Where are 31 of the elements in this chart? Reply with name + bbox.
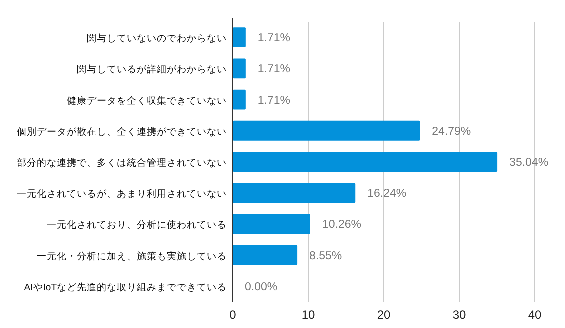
y-tick-label: 関与していないのでわからない [87,32,227,45]
x-tick-label: 30 [452,308,466,322]
bar [233,58,246,79]
y-tick-label: 健康データを全く収集できていない [67,94,227,107]
data-label: 1.71% [258,32,291,45]
y-tick-label: 関与しているが詳細がわからない [77,64,227,76]
data-label: 8.55% [310,250,342,262]
data-label: 35.04% [510,157,549,169]
bar [233,120,420,141]
bar [233,214,310,234]
y-tick-label: 一元化・分析に加え、施策も実施している [37,250,227,262]
x-tick-label: 40 [528,308,542,322]
data-label: 16.24% [368,188,407,200]
data-label: 0.00% [245,281,278,294]
y-tick-label: 一元化されており、分析に使われている [47,219,227,232]
y-tick-label: 個別データが散在し、全く連携ができていない [17,126,227,138]
data-label: 10.26% [322,219,362,232]
data-label: 1.71% [258,94,291,107]
bar [233,28,246,48]
data-label: 24.79% [432,126,472,138]
bar [233,90,246,110]
y-tick-label: 一元化されているが、あまり利用されていない [17,188,227,200]
y-tick-label: 部分的な連携で、多くは統合管理されていない [17,157,227,169]
x-tick-label: 10 [302,308,316,322]
y-tick-label: AIやIoTなど先進的な取り組みまでできている [24,281,227,294]
x-tick-label: 0 [230,308,237,322]
bar [233,183,356,204]
x-tick-label: 20 [377,308,391,322]
data-label: 1.71% [258,64,291,76]
bar [233,245,298,266]
bar [233,152,498,172]
